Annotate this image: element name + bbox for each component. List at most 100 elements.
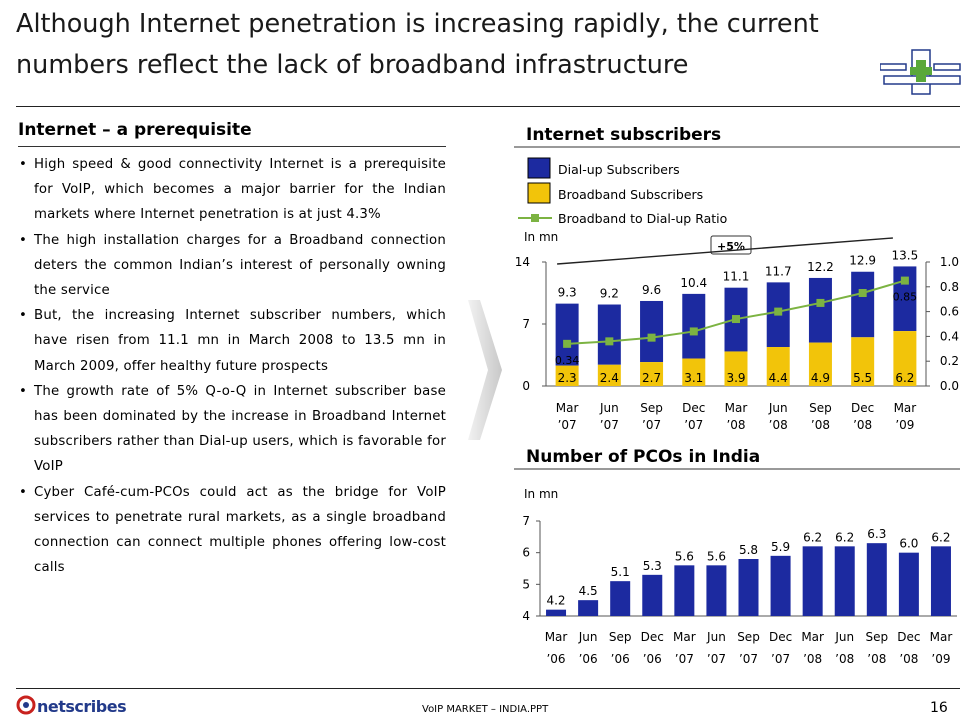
pco-bar (802, 546, 823, 616)
broadband-value-label: 4.9 (811, 371, 830, 385)
chart1-ytick-label: 7 (522, 317, 530, 331)
chart2-xtick-month: Sep (737, 630, 760, 644)
bullet-dot: • (19, 232, 28, 248)
broadband-value-label: 6.2 (895, 371, 914, 385)
chart2-xtick-year: ’08 (867, 652, 886, 666)
chart2-xtick-year: ’07 (675, 652, 694, 666)
pco-value-label: 5.8 (739, 543, 758, 557)
pco-value-label: 6.2 (931, 530, 950, 544)
chart1-title: Internet subscribers (526, 125, 721, 145)
total-value-label: 12.9 (849, 254, 876, 268)
broadband-value-label: 5.5 (853, 371, 872, 385)
footer-divider (16, 688, 960, 689)
bullet-dot: • (19, 484, 28, 500)
chart2-xtick-month: Sep (865, 630, 888, 644)
logo-cross-h (910, 67, 932, 75)
pco-value-label: 4.5 (579, 584, 598, 598)
total-value-label: 12.2 (807, 260, 834, 274)
total-value-label: 13.5 (892, 248, 919, 262)
chart2-ytick-label: 7 (522, 514, 530, 528)
chart2-xtick-month: Mar (801, 630, 824, 644)
chart1-xtick-month: Dec (682, 401, 705, 415)
left-heading-underline (18, 146, 446, 147)
ratio-marker (774, 307, 783, 316)
title-divider (16, 106, 960, 107)
chart1-xtick-month: Mar (725, 401, 748, 415)
bullet-item: • The high installation charges for a Bro… (18, 228, 446, 304)
legend-label-dialup: Dial-up Subscribers (558, 162, 680, 177)
bullet-item: • But, the increasing Internet subscriber… (18, 303, 446, 379)
bullet-item: • High speed & good connectivity Internet… (18, 152, 446, 228)
pco-bar (930, 546, 951, 616)
charts-canvas: Internet subscribers Dial-up Subscribers… (514, 125, 960, 666)
broadband-value-label: 2.4 (600, 371, 619, 385)
chart1-xtick-year: ’07 (558, 418, 577, 432)
ratio-marker (816, 298, 825, 307)
total-value-label: 11.7 (765, 264, 792, 278)
logo-core (23, 702, 29, 708)
pco-bar (706, 565, 727, 616)
pco-value-label: 6.3 (867, 527, 886, 541)
chart2-xtick-year: ’08 (899, 652, 918, 666)
ratio-first-label: 0.34 (555, 354, 580, 367)
pco-bar (610, 581, 631, 616)
broadband-bar (893, 331, 917, 386)
chart2-ytick-label: 4 (522, 609, 530, 623)
pco-value-label: 6.0 (899, 537, 918, 551)
chart1-xtick-year: ’08 (811, 418, 830, 432)
chart1-y2tick-label: 0.8 (940, 280, 959, 294)
chart2-xtick-year: ’09 (931, 652, 950, 666)
chart2-xtick-year: ’08 (835, 652, 854, 666)
pco-value-label: 5.6 (675, 549, 694, 563)
broadband-value-label: 3.9 (726, 371, 745, 385)
bullet-dot: • (19, 383, 28, 399)
bullet-item: • Cyber Café-cum-PCOs could act as the br… (18, 480, 446, 581)
chart2-xtick-year: ’07 (739, 652, 758, 666)
total-value-label: 9.2 (600, 287, 619, 301)
pco-value-label: 5.9 (771, 540, 790, 554)
chart1-xtick-month: Dec (851, 401, 874, 415)
broadband-bar (597, 364, 621, 386)
broadband-bar (555, 365, 579, 386)
broadband-value-label: 2.7 (642, 371, 661, 385)
chart1-legend: Dial-up Subscribers Broadband Subscriber… (518, 157, 727, 226)
broadband-bar (724, 351, 748, 386)
chart1-xtick-year: ’07 (684, 418, 703, 432)
chart1-xtick-year: ’07 (642, 418, 661, 432)
pco-value-label: 5.1 (611, 565, 630, 579)
pco-bar (546, 609, 567, 616)
pco-value-label: 4.2 (546, 594, 565, 608)
logo-ring (16, 695, 36, 715)
broadband-value-label: 3.1 (684, 371, 703, 385)
ratio-last-label: 0.85 (893, 291, 918, 304)
chart1-unit-label: In mn (524, 230, 558, 244)
chart2-plot: 4 5 6 7 4.2 Mar ’06 4.5 Jun ’06 5.1 Sep ’06 5.3 Dec ’06… (522, 514, 957, 666)
bullet-text: But, the increasing Internet subscriber … (34, 308, 446, 374)
footer-document-name: VoIP MARKET – INDIA.PPT (422, 704, 549, 715)
ratio-marker (900, 276, 909, 285)
broadband-bar (808, 342, 832, 386)
chart1-y2tick-label: 0.4 (940, 329, 959, 343)
chevron-arrow-icon (468, 300, 502, 440)
pco-bar (834, 546, 855, 616)
broadband-bar (766, 347, 790, 386)
ratio-marker (647, 333, 656, 342)
legend-label-broadband: Broadband Subscribers (558, 187, 703, 202)
chart1-xtick-month: Sep (640, 401, 663, 415)
pco-value-label: 6.2 (803, 530, 822, 544)
bullet-text: Cyber Café-cum-PCOs could act as the bri… (34, 484, 446, 576)
chart1-y2tick-label: 0.6 (940, 305, 959, 319)
chart2-xtick-month: Jun (834, 630, 854, 644)
chart2-xtick-year: ’08 (803, 652, 822, 666)
chart1-xtick-year: ’07 (600, 418, 619, 432)
legend-swatch-broadband (527, 182, 551, 204)
pco-bar (642, 574, 663, 616)
chart1-ytick-label: 14 (515, 255, 530, 269)
total-value-label: 9.3 (558, 286, 577, 300)
legend-marker-ratio (531, 214, 539, 222)
netscribes-logo-text: netscribes (37, 697, 127, 716)
broadband-value-label: 2.3 (558, 371, 577, 385)
chart1-y2tick-label: 0.0 (940, 379, 959, 393)
bullet-text: High speed & good connectivity Internet … (34, 157, 446, 223)
growth-arrow (557, 237, 893, 265)
